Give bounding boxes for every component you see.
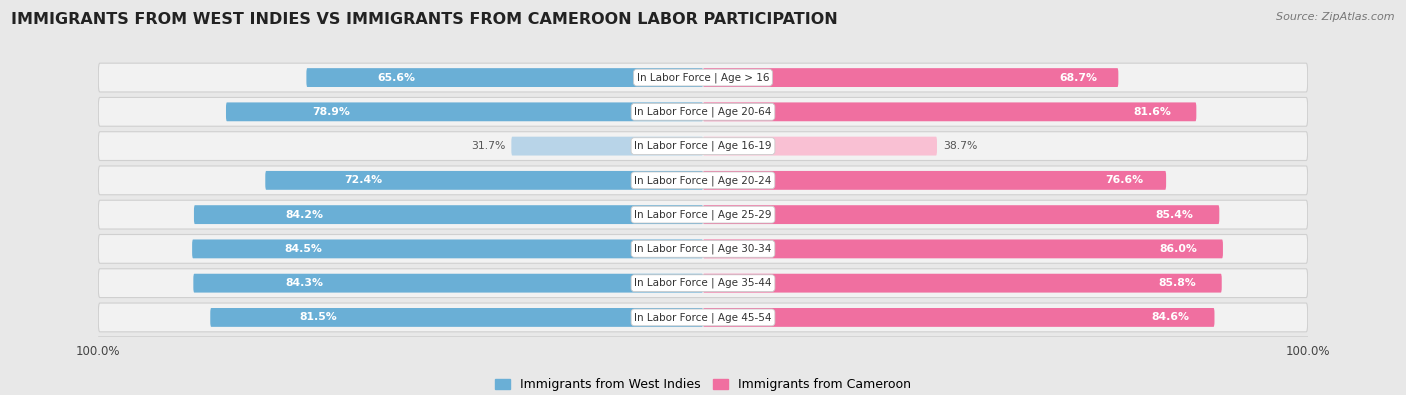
Text: 31.7%: 31.7% <box>471 141 505 151</box>
FancyBboxPatch shape <box>703 68 1118 87</box>
Text: 78.9%: 78.9% <box>312 107 350 117</box>
FancyBboxPatch shape <box>703 239 1223 258</box>
FancyBboxPatch shape <box>98 269 1308 297</box>
Text: 84.6%: 84.6% <box>1152 312 1189 322</box>
FancyBboxPatch shape <box>226 102 703 121</box>
FancyBboxPatch shape <box>703 274 1222 293</box>
Text: In Labor Force | Age 35-44: In Labor Force | Age 35-44 <box>634 278 772 288</box>
Text: Source: ZipAtlas.com: Source: ZipAtlas.com <box>1277 12 1395 22</box>
Text: In Labor Force | Age > 16: In Labor Force | Age > 16 <box>637 72 769 83</box>
FancyBboxPatch shape <box>307 68 703 87</box>
FancyBboxPatch shape <box>194 274 703 293</box>
FancyBboxPatch shape <box>193 239 703 258</box>
FancyBboxPatch shape <box>98 235 1308 263</box>
FancyBboxPatch shape <box>703 137 936 156</box>
Text: 84.5%: 84.5% <box>284 244 322 254</box>
Text: 84.3%: 84.3% <box>285 278 323 288</box>
FancyBboxPatch shape <box>98 63 1308 92</box>
Text: In Labor Force | Age 20-24: In Labor Force | Age 20-24 <box>634 175 772 186</box>
Text: 76.6%: 76.6% <box>1105 175 1143 185</box>
Text: 85.4%: 85.4% <box>1156 210 1194 220</box>
FancyBboxPatch shape <box>98 303 1308 332</box>
Text: In Labor Force | Age 20-64: In Labor Force | Age 20-64 <box>634 107 772 117</box>
Text: 81.6%: 81.6% <box>1133 107 1171 117</box>
Text: 86.0%: 86.0% <box>1159 244 1197 254</box>
Text: 68.7%: 68.7% <box>1060 73 1098 83</box>
FancyBboxPatch shape <box>703 308 1215 327</box>
FancyBboxPatch shape <box>98 98 1308 126</box>
FancyBboxPatch shape <box>703 171 1166 190</box>
FancyBboxPatch shape <box>194 205 703 224</box>
FancyBboxPatch shape <box>703 102 1197 121</box>
Text: 81.5%: 81.5% <box>299 312 336 322</box>
FancyBboxPatch shape <box>266 171 703 190</box>
Text: 38.7%: 38.7% <box>943 141 977 151</box>
Text: In Labor Force | Age 16-19: In Labor Force | Age 16-19 <box>634 141 772 151</box>
FancyBboxPatch shape <box>98 132 1308 160</box>
FancyBboxPatch shape <box>512 137 703 156</box>
FancyBboxPatch shape <box>98 166 1308 195</box>
Text: In Labor Force | Age 45-54: In Labor Force | Age 45-54 <box>634 312 772 323</box>
Text: In Labor Force | Age 25-29: In Labor Force | Age 25-29 <box>634 209 772 220</box>
Legend: Immigrants from West Indies, Immigrants from Cameroon: Immigrants from West Indies, Immigrants … <box>489 373 917 395</box>
FancyBboxPatch shape <box>703 205 1219 224</box>
Text: 65.6%: 65.6% <box>378 73 416 83</box>
FancyBboxPatch shape <box>98 200 1308 229</box>
Text: 85.8%: 85.8% <box>1159 278 1195 288</box>
Text: 84.2%: 84.2% <box>285 210 323 220</box>
FancyBboxPatch shape <box>211 308 703 327</box>
Text: IMMIGRANTS FROM WEST INDIES VS IMMIGRANTS FROM CAMEROON LABOR PARTICIPATION: IMMIGRANTS FROM WEST INDIES VS IMMIGRANT… <box>11 12 838 27</box>
Text: 72.4%: 72.4% <box>344 175 382 185</box>
Text: In Labor Force | Age 30-34: In Labor Force | Age 30-34 <box>634 244 772 254</box>
